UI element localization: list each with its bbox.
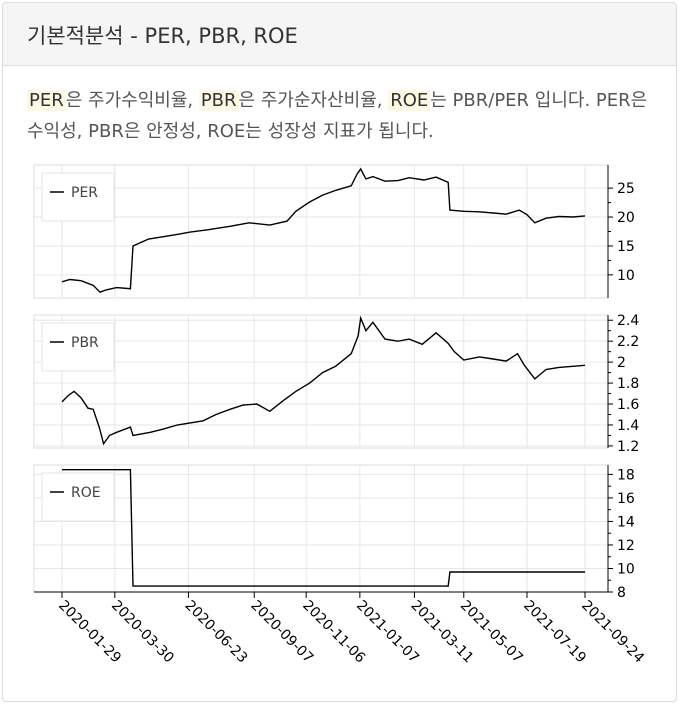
card-header: 기본적분석 - PER, PBR, ROE xyxy=(3,3,676,66)
chart-pbr: 1.2 1.4 1.6 1.8 2 2.2 2.4 PBR xyxy=(33,313,639,455)
y-tick-label: 25 xyxy=(617,181,635,197)
y-tick-label: 12 xyxy=(617,538,635,554)
y-tick-label: 2.4 xyxy=(617,313,639,329)
series-line-roe xyxy=(62,469,585,587)
x-tick-label: 2020-06-23 xyxy=(182,598,251,667)
y-tick-label: 8 xyxy=(617,585,626,601)
y-tick-label: 1.4 xyxy=(617,418,639,434)
y-tick-label: 10 xyxy=(617,561,635,577)
legend-box xyxy=(41,322,115,372)
y-tick-label: 10 xyxy=(617,268,635,284)
chart-per: 10 15 20 25 PER xyxy=(33,164,635,299)
y-tick-label: 1.6 xyxy=(617,397,639,413)
y-tick-label: 18 xyxy=(617,467,635,483)
desc-text-2: 은 주가순자산비율, xyxy=(238,90,389,111)
plot-area xyxy=(33,464,609,593)
series-line-pbr xyxy=(61,315,586,446)
legend-pbr: PBR xyxy=(41,322,115,372)
term-per: PER xyxy=(27,90,66,111)
legend-roe: ROE xyxy=(41,472,115,522)
x-tick-label: 2021-09-24 xyxy=(578,598,647,667)
y-tick-label: 2 xyxy=(617,355,626,371)
legend-label: PER xyxy=(71,185,98,201)
legend-per: PER xyxy=(41,172,115,222)
y-tick-label: 2.2 xyxy=(617,334,639,350)
card-title: 기본적분석 - PER, PBR, ROE xyxy=(27,24,298,48)
y-tick-label: 15 xyxy=(617,239,635,255)
y-tick-label: 1.2 xyxy=(617,439,639,455)
y-tick-label: 1.8 xyxy=(617,376,639,392)
description: PER 은 주가수익비율, PBR 은 주가순자산비율, ROE 는 PBR/PER … xyxy=(27,85,667,147)
desc-text-3: 는 PBR/PER 입니다. PER은 수익성, PBR은 안정성, ROE는 … xyxy=(27,90,648,142)
term-pbr: PBR xyxy=(198,90,239,111)
plot-area xyxy=(33,314,609,449)
plot-area xyxy=(33,164,609,299)
y-tick-label: 16 xyxy=(617,491,635,507)
legend-label: ROE xyxy=(71,485,101,501)
chart-roe: 8 10 12 14 16 18 ROE xyxy=(33,464,635,601)
y-tick-label: 14 xyxy=(617,514,635,530)
series-line-per xyxy=(61,167,586,294)
desc-text-1: 은 주가수익비율, xyxy=(65,90,199,111)
legend-box xyxy=(41,172,115,222)
term-roe: ROE xyxy=(388,90,431,111)
legend-box xyxy=(41,472,115,522)
legend-label: PBR xyxy=(71,335,99,351)
y-tick-label: 20 xyxy=(617,210,635,226)
